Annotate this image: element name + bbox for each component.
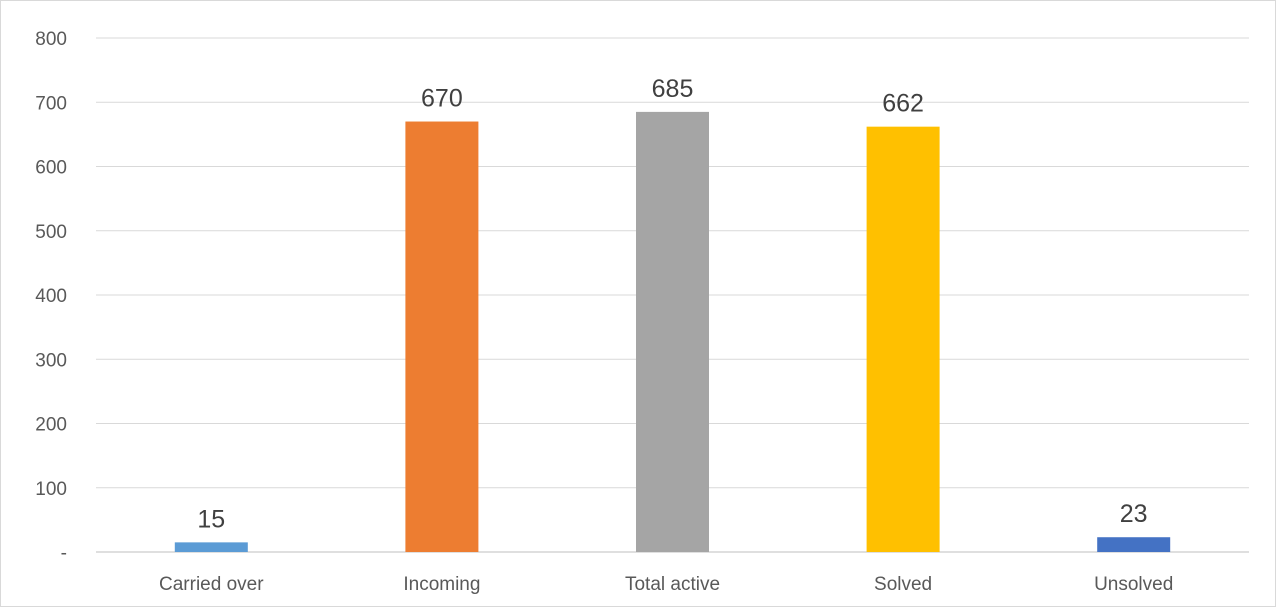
y-axis-ticks: - 100 200 300 400 500 600 700 800 — [35, 29, 67, 564]
data-label: 670 — [421, 85, 463, 113]
y-tick-label: - — [61, 543, 67, 564]
x-tick-label: Incoming — [403, 574, 480, 595]
x-axis-ticks: Carried over Incoming Total active Solved Un… — [159, 574, 1173, 595]
y-tick-label: 500 — [35, 222, 67, 243]
x-tick-label: Total active — [625, 574, 720, 595]
data-label: 662 — [882, 90, 924, 118]
y-tick-label: 400 — [35, 286, 67, 307]
y-tick-label: 200 — [35, 415, 67, 436]
data-labels: 15 670 685 662 23 — [197, 75, 1147, 533]
bar — [636, 111, 709, 552]
bar — [405, 121, 479, 553]
bar — [1097, 537, 1171, 552]
bar — [174, 542, 248, 552]
data-label: 23 — [1120, 500, 1148, 528]
bars — [174, 111, 1171, 553]
y-tick-label: 100 — [35, 479, 67, 500]
x-tick-label: Unsolved — [1094, 574, 1173, 595]
x-tick-label: Carried over — [159, 574, 264, 595]
x-tick-label: Solved — [874, 574, 932, 595]
bar — [866, 126, 940, 552]
y-tick-label: 300 — [35, 350, 67, 371]
y-tick-label: 800 — [35, 29, 67, 50]
y-tick-label: 600 — [35, 158, 67, 179]
data-label: 15 — [197, 505, 225, 533]
y-tick-label: 700 — [35, 93, 67, 114]
data-label: 685 — [652, 75, 694, 103]
